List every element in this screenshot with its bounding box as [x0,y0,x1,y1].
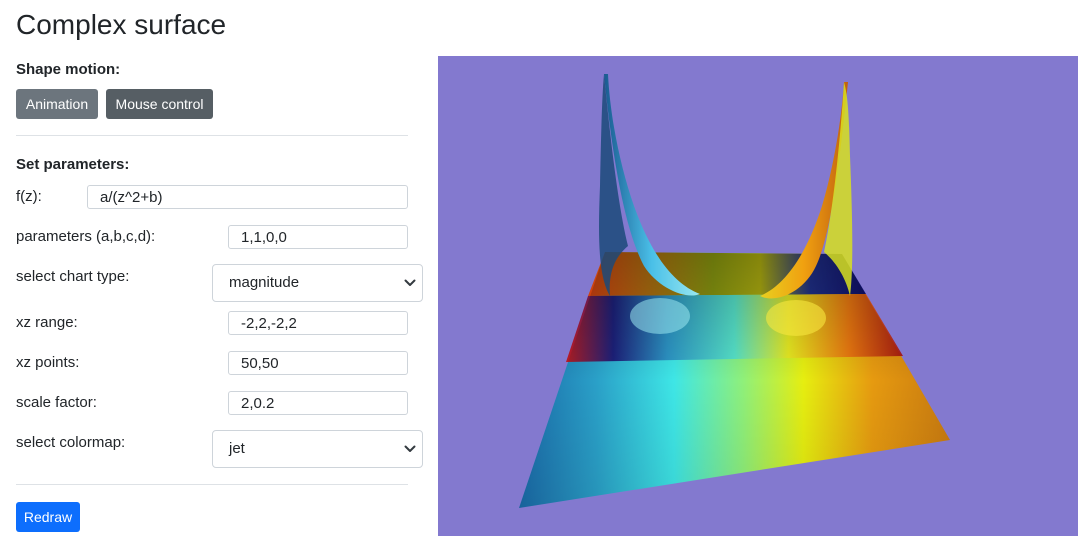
mouse-control-button[interactable]: Mouse control [106,89,213,119]
surface-spike-right [760,82,848,299]
surface-canvas[interactable] [438,56,1078,536]
surface-spike-left-shadow [599,74,628,296]
chart-type-select[interactable]: magnitude [212,264,423,302]
surface-plot [519,74,950,508]
set-parameters-label: Set parameters: [16,156,130,173]
parameters-input[interactable] [228,225,408,249]
parameters-label: parameters (a,b,c,d): [16,228,156,245]
scale-factor-input[interactable] [228,391,408,415]
shape-motion-label: Shape motion: [16,61,121,78]
scale-factor-label: scale factor: [16,394,97,411]
chart-type-label: select chart type: [16,268,130,285]
surface-spike-right-highlight [824,82,853,296]
chevron-down-icon [404,445,416,452]
xz-points-input[interactable] [228,351,408,375]
fz-label: f(z): [16,188,42,205]
redraw-button[interactable]: Redraw [16,502,80,532]
chart-type-value: magnitude [229,274,300,291]
surface-shade [519,252,950,508]
colormap-select[interactable]: jet [212,430,423,468]
divider-bottom [16,484,408,485]
divider-top [16,135,408,136]
fz-input[interactable] [87,185,408,209]
xz-range-input[interactable] [228,311,408,335]
animation-button[interactable]: Animation [16,89,98,119]
xz-range-label: xz range: [16,314,78,331]
page-title: Complex surface [16,9,227,40]
xz-points-label: xz points: [16,354,80,371]
colormap-label: select colormap: [16,434,126,451]
chevron-down-icon [404,279,416,286]
surface-left-base-glow [630,298,690,334]
surface-right-base-glow [766,300,826,336]
surface-spike-left [604,74,700,296]
colormap-value: jet [229,440,245,457]
